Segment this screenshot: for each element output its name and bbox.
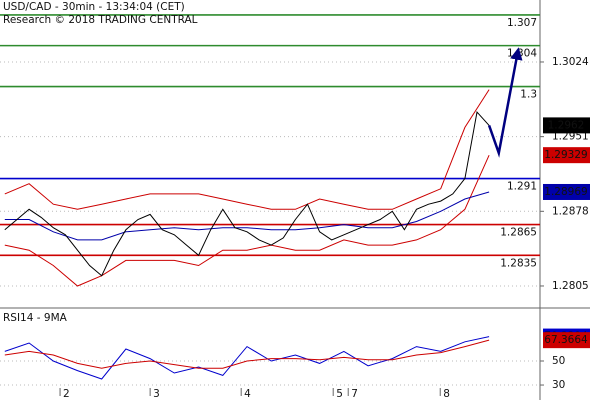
value-tag (543, 183, 590, 200)
y-tick-label: 1.3024 (552, 56, 589, 68)
series-line (4, 339, 490, 369)
value-tag (543, 147, 590, 164)
y-tick-label: 1.2951 (552, 131, 589, 143)
x-tick-label: 4 (244, 388, 251, 400)
level-label: 1.2835 (500, 257, 537, 269)
projection-arrow (487, 47, 523, 158)
level-label: 1.304 (507, 48, 537, 60)
series-line (4, 336, 490, 380)
x-tick-label: 2 (63, 388, 70, 400)
x-tick-label: 3 (153, 388, 160, 400)
value-tag-label: 1.28969 (544, 186, 587, 198)
value-tag (543, 332, 590, 349)
x-tick-label: 7 (351, 388, 358, 400)
value-tag-label: 1.2962 (548, 119, 585, 131)
series-line (4, 89, 490, 210)
value-tag-label: 67.3664 (544, 334, 588, 346)
y-tick-label: 30 (552, 379, 565, 391)
y-tick-label: 1.2878 (552, 205, 589, 217)
value-tag-label: 1.29329 (544, 149, 587, 161)
panel-title: USD/CAD - 30min - 13:34:04 (CET) (3, 1, 185, 13)
value-tag (543, 117, 590, 134)
panel-subtitle: Research © 2018 TRADING CENTRAL (3, 14, 198, 26)
series-line (4, 154, 490, 287)
level-label: 1.291 (507, 181, 537, 193)
y-tick-label: 1.2805 (552, 280, 589, 292)
level-label: 1.2865 (500, 227, 537, 239)
x-tick-label: 8 (443, 388, 450, 400)
y-tick-label: 50 (552, 355, 565, 367)
level-label: 1.3 (520, 89, 537, 101)
level-label: 1.307 (507, 17, 537, 29)
panel-title: RSI14 - 9MA (3, 312, 68, 324)
series-line (4, 111, 490, 277)
x-tick-label: 5 (336, 388, 343, 400)
